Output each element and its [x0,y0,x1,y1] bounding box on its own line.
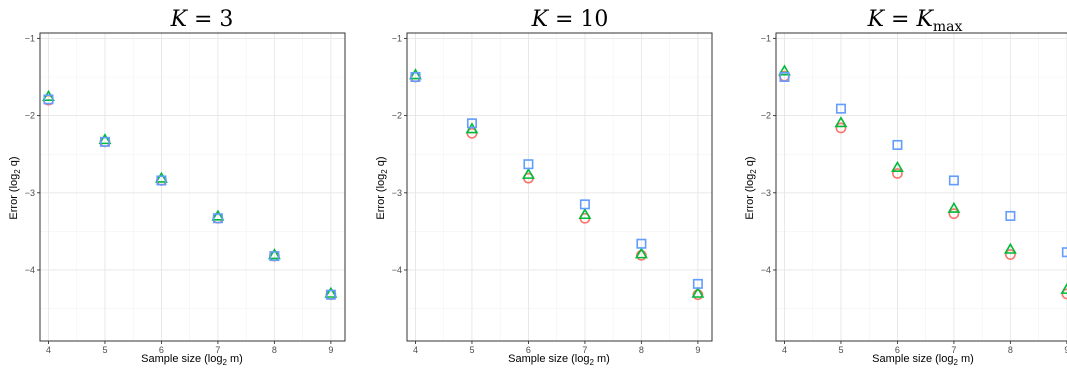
y-tick-label: −4 [392,265,402,275]
plot-frame [775,32,1067,342]
point-square [1061,247,1067,258]
point-square [835,103,846,114]
y-axis-label: Error (log2 q) [8,156,22,219]
plot-frame [39,32,346,342]
point-square [948,175,959,186]
x-tick-label: 6 [526,345,531,355]
y-tick-label: −3 [761,188,771,198]
point-triangle [522,167,535,179]
point-square [779,72,790,83]
point-square [325,289,336,300]
y-tick-label: −2 [761,111,771,121]
point-square [892,139,903,150]
y-tick-label: −2 [25,111,35,121]
point-triangle [98,133,112,145]
plot-area [40,33,345,341]
x-tick-label: 8 [272,345,277,355]
point-square [156,175,167,186]
plot-area [407,33,712,341]
y-tick-label: −1 [392,33,402,43]
x-tick-label: 7 [951,345,956,355]
point-triangle [1003,242,1017,254]
point-triangle [324,286,338,298]
point-circle [1004,249,1016,260]
point-circle [948,208,960,220]
point-triangle [211,209,225,221]
point-triangle [634,247,648,259]
x-tick-label: 6 [159,345,164,355]
point-square [523,159,534,170]
y-tick-label: −1 [761,33,771,43]
point-triangle [778,64,791,76]
point-circle [835,122,847,134]
x-tick-label: 4 [413,345,418,355]
x-tick-label: 5 [838,345,843,355]
x-tick-label: 9 [1064,345,1067,355]
y-axis-label: Error (log2 q) [744,156,758,219]
panel-kmax: K = Kmax Sample size (log2 m) Error (log… [744,7,974,367]
point-circle [892,168,903,179]
point-square [579,199,590,210]
panel-title: K = 10 [531,7,609,32]
x-tick-label: 7 [582,345,587,355]
point-triangle [155,171,168,183]
x-tick-label: 5 [469,345,474,355]
point-triangle [947,201,961,213]
panel-k10: K = 10 Sample size (log2 m) Error (log2 … [375,7,610,367]
point-square [269,251,280,262]
y-tick-label: −2 [392,111,402,121]
x-axis-label: Sample size (log2 m) [872,353,974,367]
x-tick-label: 8 [639,345,644,355]
plot-area [776,33,1067,341]
x-tick-label: 9 [328,345,333,355]
point-triangle [891,160,904,172]
point-square [410,72,421,83]
point-square [212,213,223,224]
point-triangle [691,286,705,298]
point-triangle [834,116,848,128]
point-square [43,94,54,105]
point-square [636,238,647,249]
panel-title: K = 3 [170,7,234,32]
point-triangle [578,207,592,220]
y-tick-label: −4 [25,265,35,275]
point-square [692,278,703,289]
y-axis-label: Error (log2 q) [375,156,389,219]
x-tick-label: 9 [695,345,700,355]
point-square [1005,210,1016,221]
x-tick-label: 8 [1008,345,1013,355]
point-triangle [409,68,422,80]
panel-title: K = Kmax [867,7,963,35]
x-axis-label: Sample size (log2 m) [508,353,610,367]
x-tick-label: 7 [215,345,220,355]
x-tick-label: 4 [46,345,51,355]
plot-frame [406,32,713,342]
point-triangle [267,248,281,260]
x-axis-label: Sample size (log2 m) [141,353,243,367]
x-tick-label: 5 [102,345,107,355]
y-tick-label: −4 [761,265,771,275]
y-tick-label: −1 [25,33,35,43]
y-tick-label: −3 [392,188,402,198]
x-tick-label: 4 [782,345,787,355]
panel-k3: K = 3 Sample size (log2 m) Error (log2 q… [8,7,243,367]
point-square [466,118,477,129]
y-tick-label: −3 [25,188,35,198]
point-square [99,136,110,147]
x-tick-label: 6 [895,345,900,355]
